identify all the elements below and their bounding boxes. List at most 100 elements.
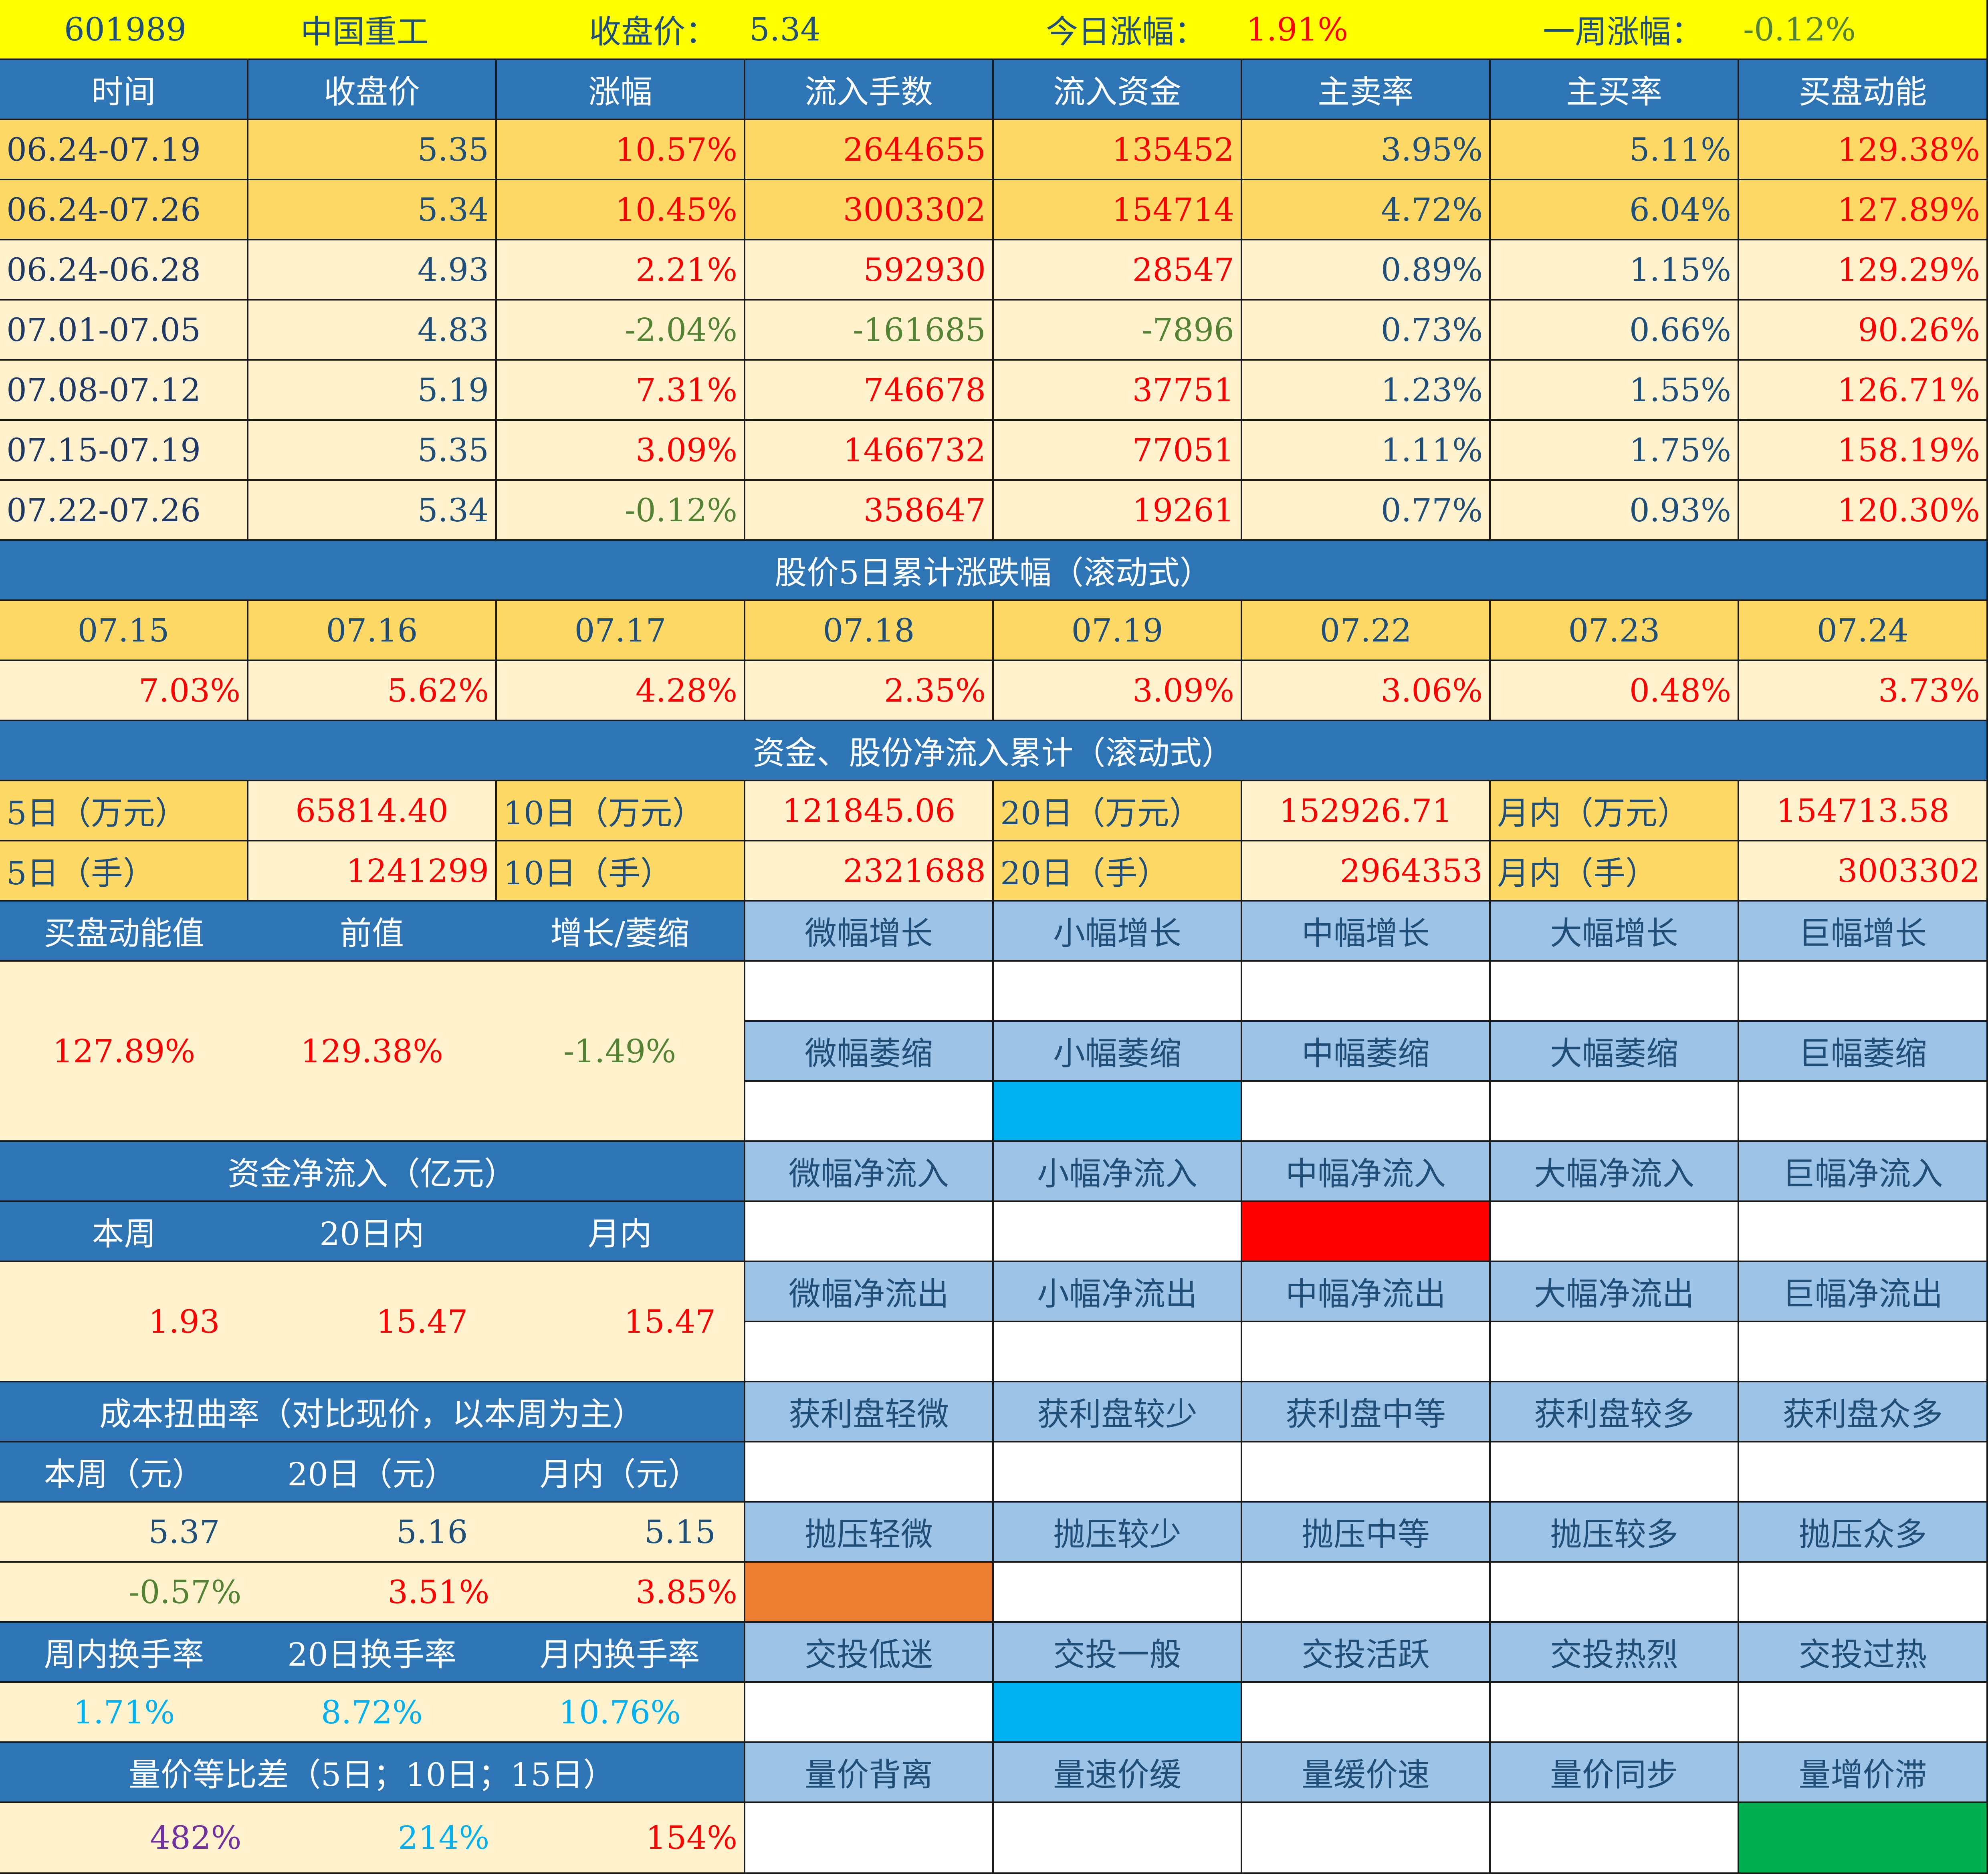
indicator-label: 微幅净流出 [745, 1262, 994, 1322]
table-cell: 3003302 [745, 180, 994, 240]
close-price-value: 5.34 [749, 10, 821, 48]
indicator-marker [1491, 1322, 1739, 1382]
table-cell: 2644655 [745, 120, 994, 180]
netflow-money-value: 121845.06 [745, 781, 994, 841]
cost-pcts: -0.57% 3.51% 3.85% [0, 1563, 745, 1623]
indicator-label: 抛压众多 [1739, 1503, 1988, 1563]
rolling5-value: 4.28% [497, 661, 745, 721]
indicator-label: 抛压较多 [1491, 1503, 1739, 1563]
capital-subheader: 20日内 [319, 1215, 424, 1253]
table-cell: 154714 [994, 180, 1242, 240]
column-header: 收盘价 [248, 60, 497, 120]
indicator-marker [1491, 962, 1739, 1022]
table-cell: 0.89% [1242, 240, 1491, 301]
volprice-value: 214% [398, 1819, 490, 1856]
cost-price: 5.37 [148, 1513, 220, 1551]
momentum-subheader: 买盘动能值 [44, 915, 204, 952]
rolling5-value: 2.35% [745, 661, 994, 721]
close-price-label: 收盘价： [589, 13, 717, 50]
table-cell: 129.38% [1739, 120, 1988, 180]
table-cell: 135452 [994, 120, 1242, 180]
indicator-label: 巨幅净流入 [1739, 1142, 1988, 1202]
rolling5-value: 3.06% [1242, 661, 1491, 721]
indicator-label: 小幅净流出 [994, 1262, 1242, 1322]
indicator-marker [1491, 1082, 1739, 1142]
table-cell: 28547 [994, 240, 1242, 301]
indicator-label: 中幅增长 [1242, 902, 1491, 962]
capital-value: 15.47 [376, 1303, 468, 1340]
indicator-label: 巨幅增长 [1739, 902, 1988, 962]
netflow-shares-label: 月内（手） [1491, 841, 1739, 902]
volprice-value: 482% [149, 1819, 242, 1856]
table-cell: 0.93% [1491, 481, 1739, 541]
indicator-marker [994, 1322, 1242, 1382]
indicator-marker [1242, 1683, 1491, 1743]
netflow-money-label: 10日（万元） [497, 781, 745, 841]
table-cell: 3.95% [1242, 120, 1491, 180]
indicator-label: 小幅萎缩 [994, 1022, 1242, 1082]
netflow-shares-label: 20日（手） [994, 841, 1242, 902]
indicator-marker [745, 1202, 994, 1262]
rolling5-value: 7.03% [0, 661, 248, 721]
capital-title: 资金净流入（亿元） [0, 1142, 745, 1202]
indicator-marker [1739, 1322, 1988, 1382]
netflow-money-value: 152926.71 [1242, 781, 1491, 841]
table-cell: 07.08-07.12 [0, 361, 248, 421]
table-cell: 6.04% [1491, 180, 1739, 240]
volprice-value: 154% [646, 1819, 738, 1856]
table-cell: 358647 [745, 481, 994, 541]
table-cell: 2.21% [497, 240, 745, 301]
table-cell: 0.77% [1242, 481, 1491, 541]
rolling5-title: 股价5日累计涨跌幅（滚动式） [0, 541, 1988, 601]
table-cell: 07.01-07.05 [0, 301, 248, 361]
table-cell: 592930 [745, 240, 994, 301]
indicator-marker [1491, 1202, 1739, 1262]
today-change-value: 1.91% [1246, 10, 1348, 48]
table-cell: -161685 [745, 301, 994, 361]
table-cell: 4.93 [248, 240, 497, 301]
indicator-label: 获利盘中等 [1242, 1382, 1491, 1442]
indicator-marker [1739, 1563, 1988, 1623]
indicator-label: 获利盘众多 [1739, 1382, 1988, 1442]
indicator-label: 量速价缓 [994, 1743, 1242, 1803]
indicator-marker-active [994, 1683, 1242, 1743]
indicator-label: 抛压中等 [1242, 1503, 1491, 1563]
rolling5-date: 07.15 [0, 601, 248, 661]
indicator-label: 抛压轻微 [745, 1503, 994, 1563]
cost-subheader: 本周（元） [44, 1456, 204, 1493]
indicator-label: 大幅净流入 [1491, 1142, 1739, 1202]
column-header: 时间 [0, 60, 248, 120]
indicator-label: 巨幅萎缩 [1739, 1022, 1988, 1082]
capital-values: 1.93 15.47 15.47 [0, 1262, 745, 1382]
indicator-label: 中幅净流出 [1242, 1262, 1491, 1322]
table-cell: 5.19 [248, 361, 497, 421]
column-header: 流入手数 [745, 60, 994, 120]
table-cell: 90.26% [1739, 301, 1988, 361]
table-cell: 06.24-07.19 [0, 120, 248, 180]
table-cell: 06.24-06.28 [0, 240, 248, 301]
indicator-marker [1739, 962, 1988, 1022]
indicator-marker [745, 1322, 994, 1382]
capital-subheader: 本周 [92, 1215, 156, 1253]
table-cell: 1.55% [1491, 361, 1739, 421]
turnover-subheader: 周内换手率 [44, 1636, 204, 1673]
table-cell: -7896 [994, 301, 1242, 361]
indicator-marker [1242, 1803, 1491, 1874]
indicator-label: 获利盘较少 [994, 1382, 1242, 1442]
indicator-label: 获利盘较多 [1491, 1382, 1739, 1442]
indicator-label: 交投活跃 [1242, 1623, 1491, 1683]
indicator-label: 交投一般 [994, 1623, 1242, 1683]
rolling5-date: 07.16 [248, 601, 497, 661]
indicator-marker [745, 1082, 994, 1142]
table-cell: 5.34 [248, 180, 497, 240]
indicator-marker [1242, 1322, 1491, 1382]
table-cell: 7.31% [497, 361, 745, 421]
momentum-value: 129.38% [301, 1032, 443, 1070]
column-header: 买盘动能 [1739, 60, 1988, 120]
rolling5-date: 07.22 [1242, 601, 1491, 661]
indicator-marker-active [1739, 1803, 1988, 1874]
cost-price: 5.16 [396, 1513, 468, 1551]
volprice-title: 量价等比差（5日；10日；15日） [0, 1743, 745, 1803]
indicator-marker [1739, 1202, 1988, 1262]
